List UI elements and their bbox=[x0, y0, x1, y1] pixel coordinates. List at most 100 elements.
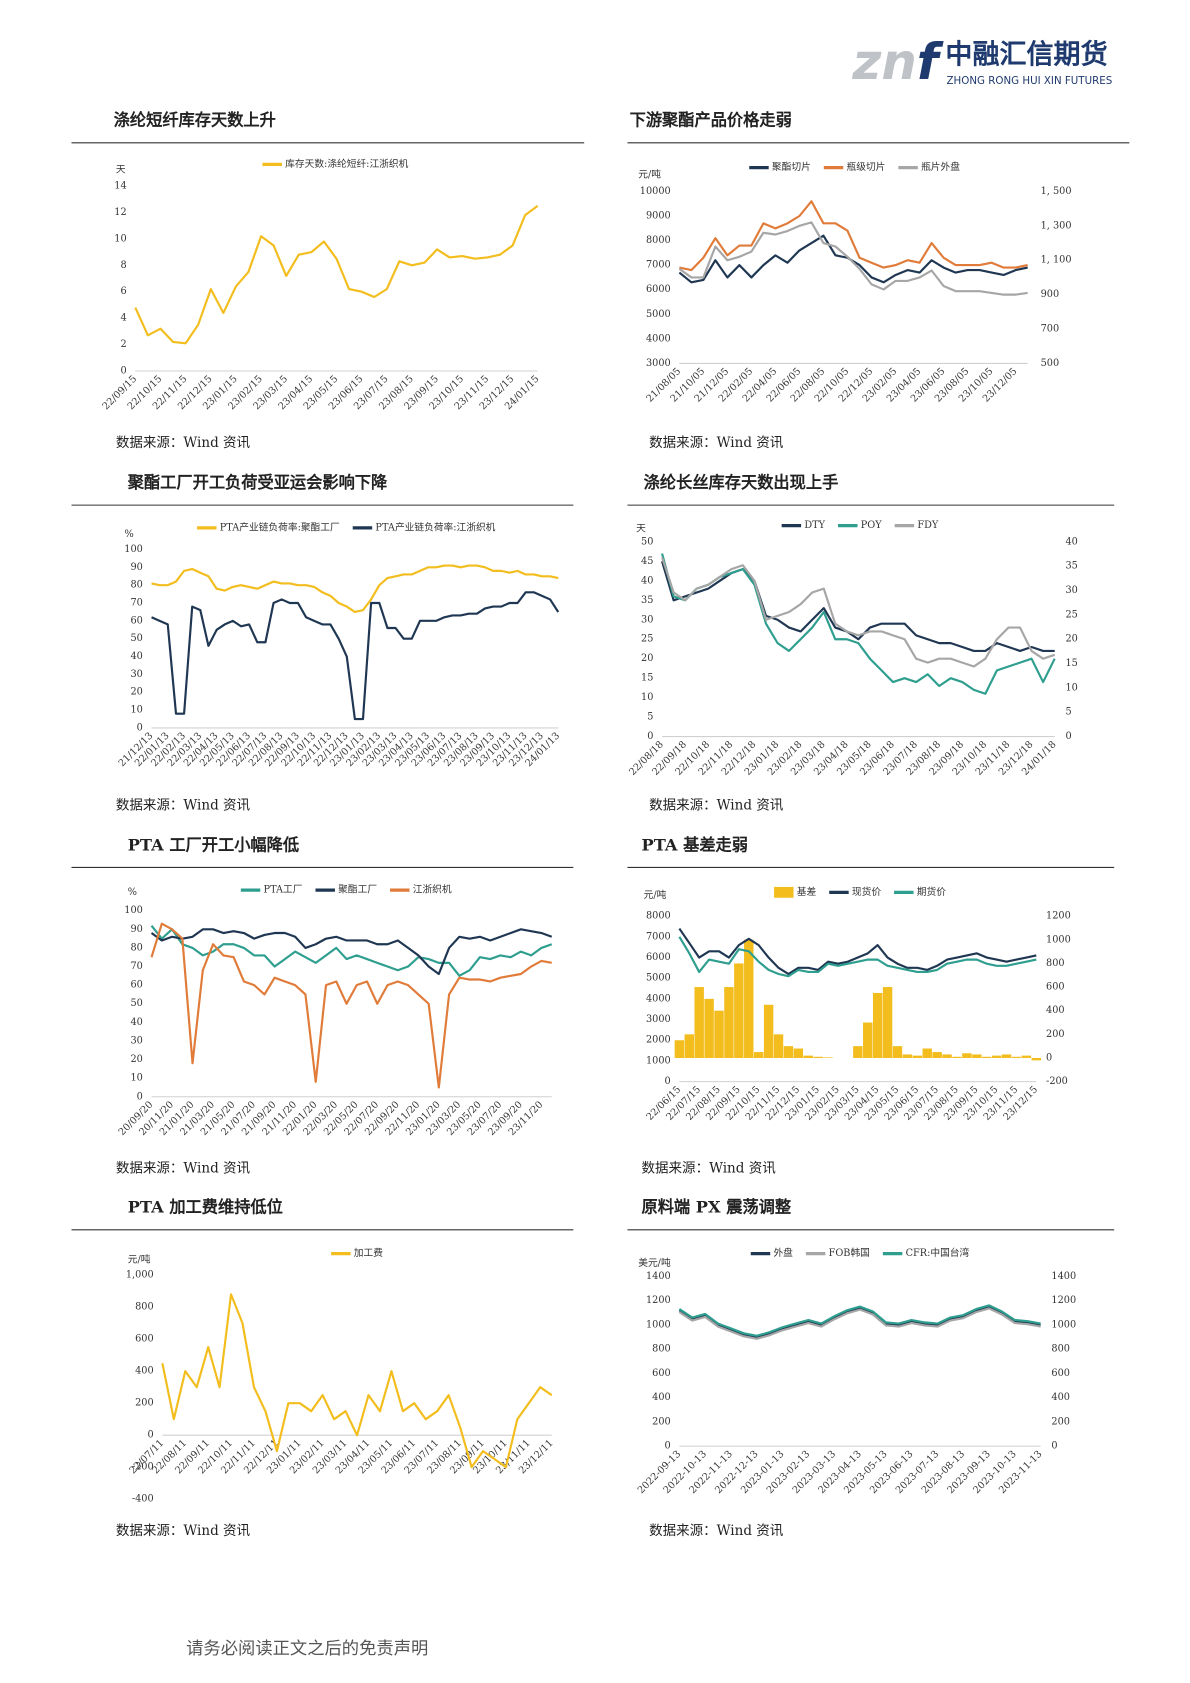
y-tick-label: 0 bbox=[665, 1076, 671, 1087]
y-tick-label: 40 bbox=[131, 651, 143, 662]
legend-label: 江浙织机 bbox=[413, 883, 452, 896]
y-tick-label: 9000 bbox=[646, 211, 671, 222]
series-line bbox=[150, 924, 553, 977]
bar bbox=[872, 992, 883, 1058]
chart-title: 聚酯工厂开工负荷受亚运会影响下降 bbox=[127, 473, 388, 492]
series-line bbox=[151, 591, 560, 721]
source: 数据来源：Wind 资讯 bbox=[649, 797, 784, 813]
y-tick-label: 40 bbox=[641, 575, 653, 586]
bar bbox=[853, 1046, 863, 1058]
bar bbox=[863, 1022, 873, 1058]
bar bbox=[704, 998, 714, 1058]
bar bbox=[734, 963, 744, 1058]
legend-swatch bbox=[774, 886, 794, 898]
y-tick-label: 15 bbox=[641, 673, 653, 684]
y-tick-label: 400 bbox=[135, 1366, 154, 1377]
legend-label: 聚酯切片 bbox=[772, 160, 811, 173]
y-unit: 美元/吨 bbox=[638, 1256, 671, 1269]
y2-tick-label: 15 bbox=[1066, 658, 1078, 669]
y-tick-label: 0 bbox=[647, 731, 653, 742]
y2-tick-label: 0 bbox=[1051, 1441, 1057, 1452]
y-tick-label: 3000 bbox=[646, 358, 671, 369]
logo-mark: znf bbox=[851, 32, 943, 90]
y-tick-label: 10 bbox=[131, 705, 143, 716]
legend-label: CFR:中国台湾 bbox=[906, 1246, 970, 1259]
chart-title: 涤纶长丝库存天数出现上手 bbox=[644, 473, 839, 492]
bar bbox=[793, 1048, 804, 1058]
y2-tick-label: 400 bbox=[1051, 1392, 1070, 1403]
source: 数据来源：Wind 资讯 bbox=[642, 1161, 777, 1177]
y-tick-label: 35 bbox=[641, 595, 653, 606]
bar bbox=[773, 1034, 784, 1058]
series-line bbox=[661, 557, 1056, 668]
chart-title: 下游聚酯产品价格走弱 bbox=[630, 111, 792, 130]
y-tick-label: 4000 bbox=[646, 333, 671, 344]
source: 数据来源：Wind 资讯 bbox=[116, 1523, 251, 1539]
y-tick-label: 0 bbox=[665, 1441, 671, 1452]
y2-tick-label: 1000 bbox=[1051, 1319, 1076, 1330]
bar bbox=[684, 1034, 694, 1058]
y-tick-label: 40 bbox=[131, 1017, 143, 1028]
y2-tick-label: 1400 bbox=[1051, 1271, 1076, 1282]
y-tick-label: 0 bbox=[137, 1091, 143, 1102]
legend-label: FOB韩国 bbox=[829, 1246, 870, 1259]
legend-label: 瓶级切片 bbox=[847, 160, 886, 173]
bar bbox=[694, 987, 704, 1058]
y-tick-label: 30 bbox=[131, 669, 143, 680]
source: 数据来源：Wind 资讯 bbox=[649, 435, 784, 451]
series-line bbox=[678, 927, 1037, 976]
y-tick-label: 90 bbox=[131, 924, 143, 935]
y-tick-label: 7000 bbox=[646, 260, 671, 271]
y-tick-label: 2 bbox=[120, 339, 126, 350]
legend: 库存天数:涤纶短纤:江浙织机 bbox=[262, 157, 409, 170]
y-tick-label: 200 bbox=[135, 1398, 154, 1409]
source: 数据来源：Wind 资讯 bbox=[116, 797, 251, 813]
legend-label: FDY bbox=[917, 520, 939, 531]
bar bbox=[1011, 1056, 1022, 1058]
header: znf 中融汇信期货 ZHONG RONG HUI XIN FUTURES bbox=[851, 32, 1112, 90]
legend-label: 期货价 bbox=[917, 885, 946, 898]
y-tick-label: 0 bbox=[148, 1430, 154, 1441]
series-line bbox=[678, 936, 1037, 978]
y-unit: 天 bbox=[636, 523, 646, 534]
y-tick-label: -400 bbox=[132, 1494, 154, 1505]
y-tick-label: 6000 bbox=[646, 284, 671, 295]
bar bbox=[813, 1056, 823, 1058]
logo-mark-a: zn bbox=[851, 32, 916, 90]
legend: 加工费 bbox=[331, 1246, 383, 1259]
y2-tick-label: 1, 500 bbox=[1041, 186, 1072, 197]
y-tick-label: 6000 bbox=[646, 952, 671, 963]
y-tick-label: 70 bbox=[131, 961, 143, 972]
y-tick-label: 1200 bbox=[646, 1295, 671, 1306]
logo-name: 中融汇信期货 bbox=[945, 39, 1107, 71]
series-line bbox=[134, 204, 539, 345]
y2-tick-label: 400 bbox=[1046, 1005, 1065, 1016]
bar bbox=[714, 1010, 724, 1058]
y2-tick-label: 800 bbox=[1046, 958, 1065, 969]
legend-label: 瓶片外盘 bbox=[921, 160, 960, 173]
bar bbox=[902, 1054, 913, 1058]
legend: PTA产业链负荷率:聚酯工厂 PTA产业链负荷率:江浙织机 bbox=[197, 520, 496, 533]
y2-tick-label: 200 bbox=[1051, 1416, 1070, 1427]
y2-tick-label: 20 bbox=[1066, 634, 1078, 645]
y-tick-label: 200 bbox=[652, 1416, 671, 1427]
bar bbox=[991, 1055, 1002, 1058]
bar bbox=[724, 987, 734, 1058]
series-line bbox=[150, 922, 552, 1089]
bar bbox=[763, 1004, 774, 1058]
legend-label: 聚酯工厂 bbox=[338, 884, 377, 896]
y-tick-label: 20 bbox=[641, 653, 653, 664]
legend: 外盘 FOB韩国 CFR:中国台湾 bbox=[750, 1246, 970, 1259]
legend: 聚酯切片 瓶级切片 瓶片外盘 bbox=[749, 160, 960, 173]
y2-tick-label: 700 bbox=[1041, 324, 1060, 335]
logo-mark-b: f bbox=[917, 32, 944, 90]
legend-label: POY bbox=[861, 520, 883, 531]
y-tick-label: 50 bbox=[131, 633, 143, 644]
y2-tick-label: 1, 100 bbox=[1041, 255, 1072, 266]
y-tick-label: 10000 bbox=[640, 186, 671, 197]
y2-tick-label: 1200 bbox=[1051, 1295, 1076, 1306]
bar bbox=[744, 939, 754, 1058]
series-line bbox=[161, 1293, 553, 1469]
series-line bbox=[678, 1305, 1041, 1339]
